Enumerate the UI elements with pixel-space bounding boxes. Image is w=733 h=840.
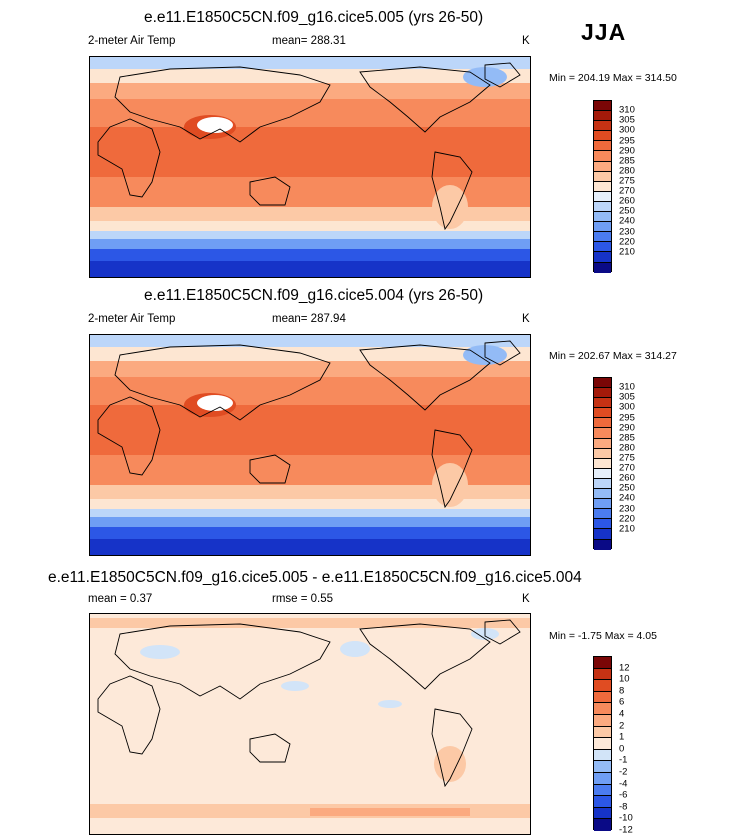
tick-label: 270: [619, 185, 635, 197]
tick-label: 290: [619, 144, 635, 156]
tick-label: 300: [619, 401, 635, 413]
tick-label: -2: [619, 766, 628, 778]
tick-label: 220: [619, 512, 635, 524]
tick-label: 220: [619, 235, 635, 247]
season-label: JJA: [581, 19, 627, 45]
tick-label: 305: [619, 391, 635, 403]
tick-label: 295: [619, 134, 635, 146]
tick-label: 0: [619, 743, 625, 755]
panel2-minmax: Min = 202.67 Max = 314.27: [549, 350, 677, 362]
panel3-minmax: Min = -1.75 Max = 4.05: [549, 630, 657, 642]
tick-label: 310: [619, 381, 635, 393]
tick-label: 260: [619, 472, 635, 484]
tick-label: 210: [619, 246, 635, 258]
panel1-units: K: [522, 35, 530, 47]
tick-label: 285: [619, 431, 635, 443]
panel1-map: [89, 56, 531, 278]
panel2-colorbar: [593, 377, 612, 550]
panel2-map: [89, 334, 531, 556]
tick-label: 10: [619, 673, 630, 685]
tick-label: 295: [619, 411, 635, 423]
tick-label: 290: [619, 421, 635, 433]
panel3-units: K: [522, 593, 530, 605]
panel2-title: e.e11.E1850C5CN.f09_g16.cice5.004 (yrs 2…: [144, 287, 484, 304]
tick-label: 210: [619, 523, 635, 535]
tick-label: 270: [619, 462, 635, 474]
tick-label: -6: [619, 789, 628, 801]
panel3-rmse: rmse = 0.55: [272, 593, 334, 605]
tick-label: 4: [619, 708, 625, 720]
tick-label: 280: [619, 442, 635, 454]
panel1-mean: mean= 288.31: [272, 35, 346, 47]
tick-label: -1: [619, 754, 628, 766]
tick-label: -4: [619, 777, 628, 789]
tick-label: 230: [619, 502, 635, 514]
panel1-title: e.e11.E1850C5CN.f09_g16.cice5.005 (yrs 2…: [144, 9, 484, 26]
tick-label: -10: [619, 812, 633, 824]
tick-label: 275: [619, 175, 635, 187]
panel1-colorbar: [593, 100, 612, 273]
panel2-mean: mean= 287.94: [272, 313, 346, 325]
tick-label: 6: [619, 696, 625, 708]
tick-label: 12: [619, 661, 630, 673]
panel1-minmax: Min = 204.19 Max = 314.50: [549, 72, 677, 84]
tick-label: 8: [619, 685, 625, 697]
tick-label: 260: [619, 195, 635, 207]
panel3-colorbar: [593, 656, 612, 831]
tick-label: 250: [619, 205, 635, 217]
tick-label: 275: [619, 452, 635, 464]
panel2-units: K: [522, 313, 530, 325]
tick-label: 250: [619, 482, 635, 494]
tick-label: -8: [619, 801, 628, 813]
tick-label: 1: [619, 731, 625, 743]
panel1-variable: 2-meter Air Temp: [88, 35, 176, 47]
panel3-map: [89, 613, 531, 835]
tick-label: 2: [619, 719, 625, 731]
tick-label: 230: [619, 225, 635, 237]
panel3-mean: mean = 0.37: [88, 593, 153, 605]
panel3-title: e.e11.E1850C5CN.f09_g16.cice5.005 - e.e1…: [48, 569, 582, 586]
panel2-variable: 2-meter Air Temp: [88, 313, 176, 325]
tick-label: 280: [619, 165, 635, 177]
tick-label: 310: [619, 104, 635, 116]
tick-label: -12: [619, 824, 633, 836]
tick-label: 240: [619, 215, 635, 227]
tick-label: 285: [619, 154, 635, 166]
tick-label: 240: [619, 492, 635, 504]
tick-label: 305: [619, 114, 635, 126]
tick-label: 300: [619, 124, 635, 136]
